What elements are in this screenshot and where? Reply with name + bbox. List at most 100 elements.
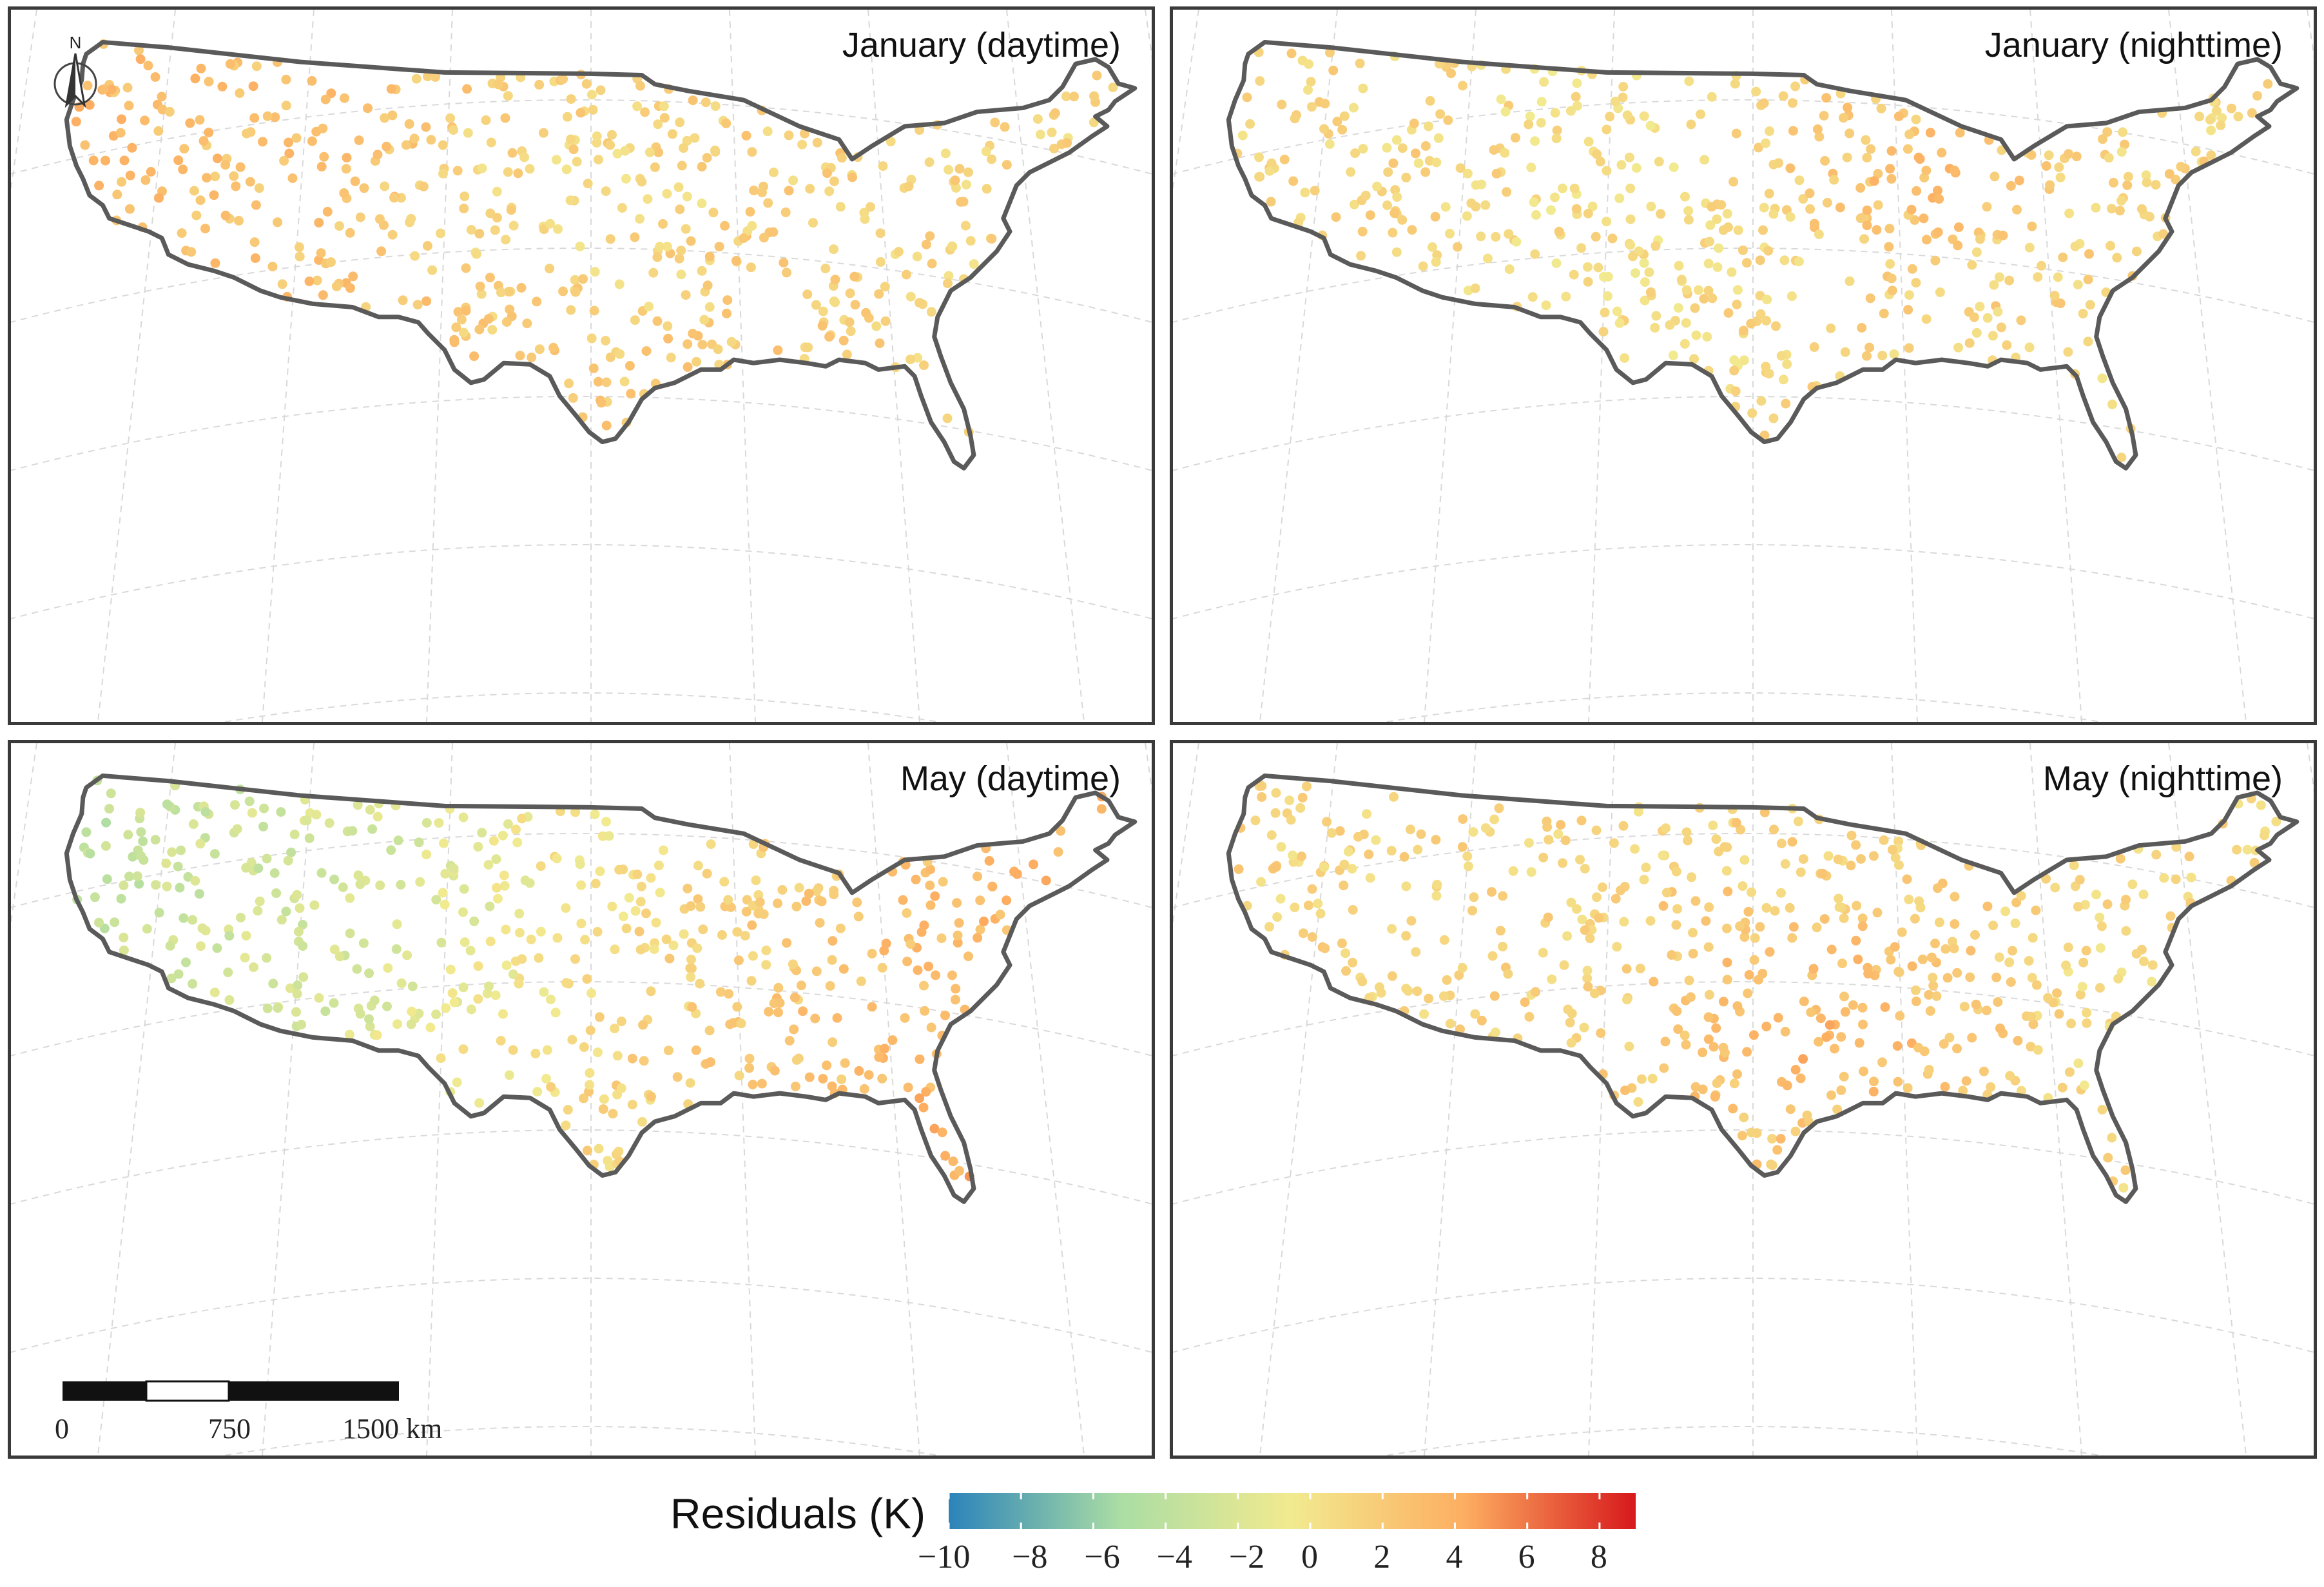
- station-point: [235, 162, 246, 172]
- station-point: [925, 900, 936, 910]
- station-point: [1819, 111, 1829, 121]
- station-point: [585, 1026, 596, 1035]
- station-point: [838, 335, 849, 346]
- station-point: [1674, 260, 1684, 271]
- station-point: [2073, 280, 2083, 289]
- station-point: [271, 888, 282, 899]
- station-point: [706, 839, 716, 850]
- station-point: [2069, 861, 2079, 871]
- station-point: [1840, 347, 1850, 357]
- station-point: [2256, 800, 2266, 810]
- station-point: [1817, 868, 1828, 879]
- station-point: [1854, 1038, 1864, 1048]
- station-point: [508, 1045, 518, 1055]
- station-point: [2151, 850, 2162, 860]
- station-point: [653, 119, 663, 130]
- station-point: [345, 928, 355, 939]
- station-point: [655, 242, 665, 252]
- station-point: [1271, 862, 1281, 872]
- station-point: [508, 969, 518, 979]
- station-point: [1865, 293, 1875, 304]
- station-point: [376, 246, 387, 257]
- station-point: [1541, 300, 1551, 311]
- station-points: [72, 775, 1107, 1182]
- station-point: [2112, 253, 2122, 263]
- station-point: [380, 181, 390, 191]
- station-point: [614, 864, 625, 875]
- graticule-parallel: [1173, 396, 2314, 471]
- station-point: [1868, 1086, 1879, 1096]
- graticule-parallel: [1382, 692, 2105, 722]
- station-point: [423, 72, 432, 81]
- station-point: [1242, 92, 1252, 102]
- station-point: [1341, 966, 1351, 976]
- station-point: [635, 944, 646, 955]
- station-point: [1401, 931, 1411, 941]
- station-point: [1761, 138, 1771, 148]
- station-point: [1639, 258, 1649, 268]
- station-point: [431, 72, 440, 82]
- station-point: [744, 1063, 755, 1073]
- station-point: [398, 295, 408, 306]
- station-point: [255, 896, 265, 906]
- station-point: [570, 954, 580, 964]
- station-point: [1471, 180, 1481, 190]
- graticule-parallel: [11, 99, 1152, 175]
- station-point: [1271, 788, 1281, 798]
- station-point: [520, 875, 530, 886]
- station-point: [162, 881, 172, 891]
- station-point: [1358, 83, 1368, 93]
- station-point: [1538, 852, 1549, 862]
- station-point: [2233, 112, 2243, 122]
- station-point: [1950, 919, 1960, 929]
- station-point: [1703, 942, 1714, 952]
- station-point: [1893, 860, 1904, 870]
- station-point: [194, 889, 204, 899]
- station-point: [1357, 226, 1368, 237]
- station-point: [2116, 147, 2127, 157]
- station-point: [762, 126, 773, 137]
- station-point: [503, 167, 513, 177]
- station-point: [2073, 1058, 2084, 1069]
- station-point: [350, 176, 360, 186]
- station-point: [1618, 92, 1628, 102]
- station-point: [1361, 190, 1371, 200]
- station-point: [982, 184, 992, 194]
- station-point: [2147, 977, 2156, 987]
- station-point: [877, 962, 887, 973]
- station-point: [880, 316, 891, 326]
- station-point: [1834, 902, 1845, 912]
- station-point: [2070, 241, 2080, 251]
- station-point: [961, 179, 971, 190]
- station-point: [188, 819, 199, 829]
- station-point: [345, 283, 355, 293]
- station-point: [406, 213, 416, 224]
- graticule-parallel: [1173, 248, 2314, 323]
- station-point: [817, 320, 828, 331]
- station-point: [695, 978, 705, 989]
- station-point: [905, 291, 916, 302]
- station-point: [1693, 285, 1703, 295]
- station-point: [1926, 952, 1937, 962]
- station-point: [200, 224, 210, 234]
- station-point: [1750, 933, 1760, 943]
- station-point: [1953, 222, 1964, 232]
- station-point: [1685, 992, 1696, 1002]
- station-point: [1749, 955, 1759, 965]
- station-point: [463, 128, 473, 138]
- station-point: [607, 901, 617, 911]
- station-point: [1862, 153, 1872, 163]
- station-point: [1575, 855, 1585, 865]
- station-point: [157, 92, 167, 102]
- station-point: [1970, 930, 1980, 940]
- station-point: [2191, 146, 2201, 157]
- station-point: [316, 248, 326, 258]
- legend-tick-label: −8: [1012, 1539, 1048, 1575]
- station-point: [1759, 807, 1770, 817]
- station-point: [115, 128, 126, 138]
- station-point: [383, 963, 393, 973]
- station-point: [140, 115, 150, 126]
- station-point: [825, 981, 835, 991]
- station-point: [594, 1012, 605, 1022]
- station-point: [2083, 275, 2093, 285]
